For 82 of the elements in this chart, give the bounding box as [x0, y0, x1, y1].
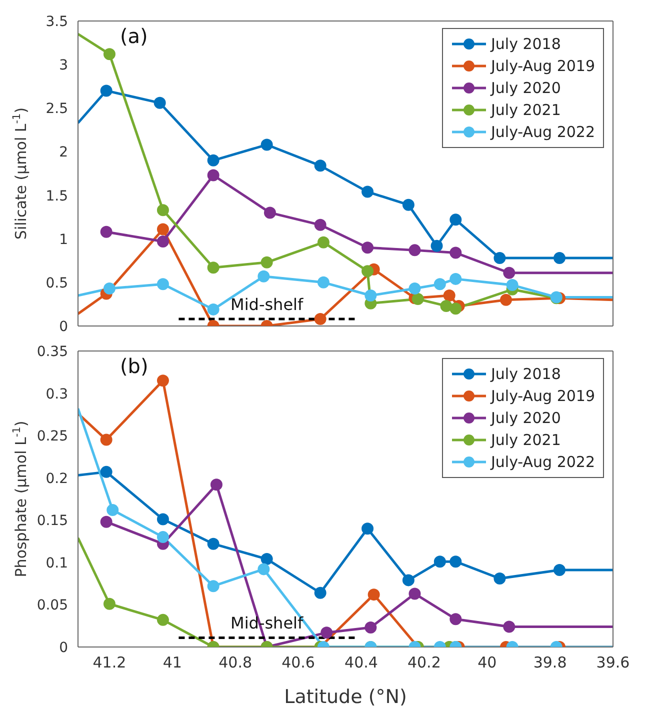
point: [156, 223, 169, 236]
x-tick-label: 41: [162, 654, 182, 672]
point: [317, 236, 330, 248]
point: [450, 214, 462, 226]
x-tick-label: 41.2: [92, 654, 126, 672]
x-tick-label: 40.4: [344, 654, 378, 672]
point: [154, 96, 166, 109]
point: [554, 252, 566, 264]
point: [207, 262, 220, 274]
x-tick-label: 40.6: [282, 654, 315, 672]
legend-label: July-Aug 2019: [490, 56, 595, 77]
point: [156, 278, 169, 290]
legend-label: July 2021: [490, 100, 561, 121]
legend-label: July-Aug 2022: [490, 122, 595, 143]
x-tick-label: 39.8: [533, 654, 567, 672]
y-tick-label: 0.15: [36, 513, 68, 530]
legend-label: July 2021: [490, 430, 561, 451]
point: [408, 282, 421, 295]
y-tick-label: 0.25: [36, 428, 68, 445]
point: [314, 313, 326, 326]
point: [156, 204, 169, 216]
legend-label: July 2020: [490, 78, 561, 99]
y-tick-label: 3: [59, 58, 68, 74]
point: [450, 246, 462, 259]
y-tick-label: 0: [59, 318, 68, 335]
point: [500, 294, 512, 306]
point: [362, 186, 374, 198]
point: [207, 303, 220, 316]
point: [503, 266, 516, 279]
y-tick-label: 0.05: [36, 598, 68, 614]
point: [260, 256, 273, 268]
legend-label: July-Aug 2019: [490, 386, 595, 407]
point: [317, 276, 330, 288]
point: [450, 272, 462, 285]
point: [506, 279, 518, 292]
point: [258, 270, 270, 282]
point: [100, 84, 112, 97]
legend-label: July-Aug 2022: [490, 452, 595, 473]
y-tick-label: 0.2: [46, 470, 68, 487]
point: [362, 265, 374, 278]
point: [100, 226, 112, 238]
point: [260, 138, 273, 151]
annotation: Mid-shelf: [230, 295, 304, 314]
point: [450, 302, 462, 315]
point: [494, 252, 506, 264]
y-tick-label: 0: [59, 640, 68, 656]
y-tick-label: 2: [59, 144, 68, 161]
point: [402, 198, 414, 211]
point: [362, 242, 374, 254]
x-tick-label: 40: [478, 654, 497, 672]
annotation: (b): [120, 354, 148, 378]
point: [207, 154, 220, 166]
point: [314, 218, 326, 231]
point: [408, 244, 421, 256]
point: [264, 206, 276, 219]
legend-label: July 2020: [490, 408, 561, 429]
x-tick-label: 40.2: [407, 654, 441, 672]
annotation: (a): [120, 24, 148, 48]
y-tick-label: 2.5: [46, 101, 68, 118]
point: [314, 160, 326, 172]
point: [430, 240, 443, 252]
y-tick-label: 0.1: [46, 555, 68, 572]
x-tick-label: 40.8: [218, 654, 252, 672]
point: [364, 290, 377, 302]
point: [434, 278, 446, 290]
point: [103, 282, 116, 295]
x-axis-title: Latitude (°N): [284, 686, 407, 708]
y-tick-label: 3.5: [46, 14, 68, 30]
y-tick-label: 0.5: [46, 275, 68, 292]
legend-label: July 2018: [490, 34, 561, 55]
point: [103, 48, 116, 60]
legend-label: July 2018: [490, 364, 561, 385]
y-tick-label: 0.35: [36, 344, 68, 360]
point: [156, 235, 169, 248]
x-tick-label: 39.6: [596, 654, 630, 672]
point: [443, 290, 456, 302]
point: [440, 300, 452, 312]
point: [207, 169, 220, 182]
y-tick-label: 1.5: [46, 188, 68, 204]
point: [412, 292, 424, 305]
y-tick-label: 0.3: [46, 386, 68, 402]
y-tick-label: 1: [59, 232, 68, 248]
